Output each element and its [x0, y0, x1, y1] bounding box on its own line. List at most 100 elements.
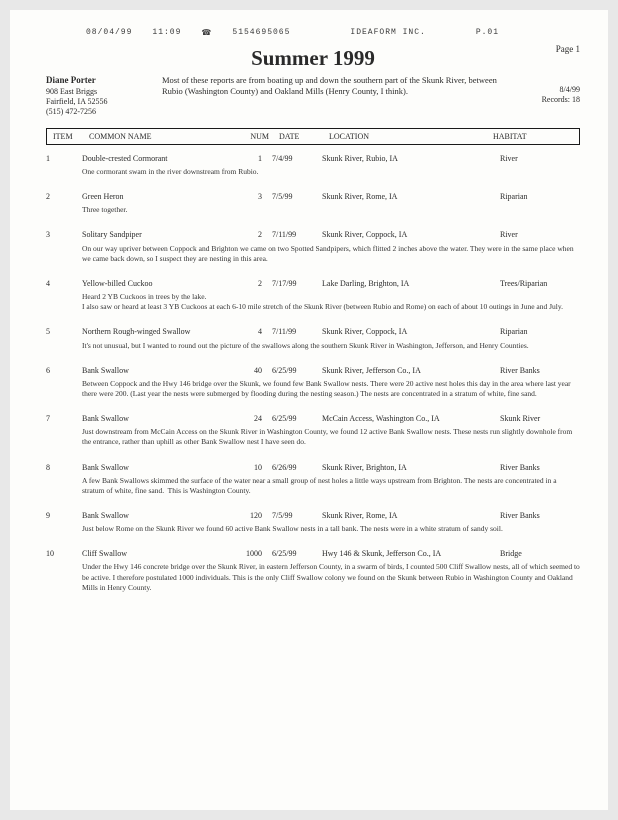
table-header: ITEM COMMON NAME NUM DATE LOCATION HABIT… — [46, 128, 580, 145]
cell-hab: River Banks — [500, 510, 580, 521]
document-page: 08/04/99 11:09 ☎ 5154695065 IDEAFORM INC… — [10, 10, 608, 810]
record-count: Records: 18 — [510, 95, 580, 105]
cell-loc: Skunk River, Coppock, IA — [322, 229, 500, 240]
cell-num: 2 — [232, 278, 272, 289]
entry-notes: One cormorant swam in the river downstre… — [82, 167, 580, 177]
header-name: COMMON NAME — [89, 132, 239, 141]
cell-date: 6/25/99 — [272, 365, 322, 376]
entry-data-row: 7Bank Swallow246/25/99McCain Access, Was… — [46, 413, 580, 424]
entry-data-row: 3Solitary Sandpiper27/11/99Skunk River, … — [46, 229, 580, 240]
cell-date: 7/5/99 — [272, 191, 322, 202]
report-meta: 8/4/99 Records: 18 — [510, 75, 580, 118]
cell-date: 6/25/99 — [272, 548, 322, 559]
entry-data-row: 4Yellow-billed Cuckoo27/17/99Lake Darlin… — [46, 278, 580, 289]
author-phone: (515) 472-7256 — [46, 107, 156, 117]
cell-hab: Riparian — [500, 326, 580, 337]
entry-notes: A few Bank Swallows skimmed the surface … — [82, 476, 580, 496]
cell-hab: River — [500, 153, 580, 164]
entry-notes: Just below Rome on the Skunk River we fo… — [82, 524, 580, 534]
header-hab: HABITAT — [493, 132, 573, 141]
fax-date: 08/04/99 — [86, 28, 132, 38]
meta-row: Diane Porter 908 East Briggs Fairfield, … — [46, 75, 580, 118]
fax-company: IDEAFORM INC. — [350, 28, 425, 38]
cell-num: 2 — [232, 229, 272, 240]
table-row: 10Cliff Swallow10006/25/99Hwy 146 & Skun… — [46, 548, 580, 593]
entry-data-row: 1Double-crested Cormorant17/4/99Skunk Ri… — [46, 153, 580, 164]
cell-loc: Skunk River, Brighton, IA — [322, 462, 500, 473]
report-title: Summer 1999 — [46, 46, 580, 71]
cell-item: 10 — [46, 548, 82, 559]
header-num: NUM — [239, 132, 279, 141]
cell-num: 40 — [232, 365, 272, 376]
cell-hab: Riparian — [500, 191, 580, 202]
table-row: 7Bank Swallow246/25/99McCain Access, Was… — [46, 413, 580, 447]
entry-data-row: 5Northern Rough-winged Swallow47/11/99Sk… — [46, 326, 580, 337]
table-row: 2Green Heron37/5/99Skunk River, Rome, IA… — [46, 191, 580, 215]
cell-date: 6/25/99 — [272, 413, 322, 424]
cell-name: Northern Rough-winged Swallow — [82, 326, 232, 337]
header-item: ITEM — [53, 132, 89, 141]
cell-loc: Skunk River, Coppock, IA — [322, 326, 500, 337]
cell-name: Cliff Swallow — [82, 548, 232, 559]
header-loc: LOCATION — [329, 132, 493, 141]
cell-name: Green Heron — [82, 191, 232, 202]
header-date: DATE — [279, 132, 329, 141]
cell-item: 7 — [46, 413, 82, 424]
entry-data-row: 10Cliff Swallow10006/25/99Hwy 146 & Skun… — [46, 548, 580, 559]
table-row: 6Bank Swallow406/25/99Skunk River, Jeffe… — [46, 365, 580, 399]
cell-hab: River Banks — [500, 365, 580, 376]
entry-data-row: 9Bank Swallow1207/5/99Skunk River, Rome,… — [46, 510, 580, 521]
author-block: Diane Porter 908 East Briggs Fairfield, … — [46, 75, 156, 118]
cell-hab: River — [500, 229, 580, 240]
table-row: 1Double-crested Cormorant17/4/99Skunk Ri… — [46, 153, 580, 177]
report-description: Most of these reports are from boating u… — [156, 75, 510, 118]
entries-list: 1Double-crested Cormorant17/4/99Skunk Ri… — [46, 153, 580, 593]
cell-num: 4 — [232, 326, 272, 337]
cell-name: Yellow-billed Cuckoo — [82, 278, 232, 289]
cell-num: 3 — [232, 191, 272, 202]
entry-notes: It's not unusual, but I wanted to round … — [82, 341, 580, 351]
cell-name: Bank Swallow — [82, 413, 232, 424]
cell-loc: Hwy 146 & Skunk, Jefferson Co., IA — [322, 548, 500, 559]
cell-loc: McCain Access, Washington Co., IA — [322, 413, 500, 424]
cell-loc: Skunk River, Rome, IA — [322, 191, 500, 202]
fax-header: 08/04/99 11:09 ☎ 5154695065 IDEAFORM INC… — [86, 28, 580, 38]
table-row: 9Bank Swallow1207/5/99Skunk River, Rome,… — [46, 510, 580, 534]
cell-num: 24 — [232, 413, 272, 424]
report-date: 8/4/99 — [510, 85, 580, 95]
table-row: 5Northern Rough-winged Swallow47/11/99Sk… — [46, 326, 580, 350]
cell-num: 10 — [232, 462, 272, 473]
cell-name: Bank Swallow — [82, 365, 232, 376]
entry-notes: Three together. — [82, 205, 580, 215]
cell-date: 7/11/99 — [272, 229, 322, 240]
entry-data-row: 6Bank Swallow406/25/99Skunk River, Jeffe… — [46, 365, 580, 376]
fax-page: P.01 — [476, 28, 499, 38]
table-row: 4Yellow-billed Cuckoo27/17/99Lake Darlin… — [46, 278, 580, 312]
fax-phone: 5154695065 — [232, 28, 290, 38]
cell-date: 7/4/99 — [272, 153, 322, 164]
entry-notes: Heard 2 YB Cuckoos in trees by the lake.… — [82, 292, 580, 312]
cell-item: 2 — [46, 191, 82, 202]
entry-notes: On our way upriver between Coppock and B… — [82, 244, 580, 264]
cell-item: 6 — [46, 365, 82, 376]
cell-hab: Skunk River — [500, 413, 580, 424]
cell-date: 6/26/99 — [272, 462, 322, 473]
entry-notes: Under the Hwy 146 concrete bridge over t… — [82, 562, 580, 592]
author-addr2: Fairfield, IA 52556 — [46, 97, 156, 107]
cell-item: 8 — [46, 462, 82, 473]
cell-item: 1 — [46, 153, 82, 164]
cell-hab: Bridge — [500, 548, 580, 559]
table-row: 3Solitary Sandpiper27/11/99Skunk River, … — [46, 229, 580, 263]
cell-loc: Lake Darling, Brighton, IA — [322, 278, 500, 289]
cell-hab: Trees/Riparian — [500, 278, 580, 289]
cell-loc: Skunk River, Rome, IA — [322, 510, 500, 521]
cell-date: 7/17/99 — [272, 278, 322, 289]
cell-num: 120 — [232, 510, 272, 521]
cell-item: 5 — [46, 326, 82, 337]
cell-item: 9 — [46, 510, 82, 521]
entry-notes: Just downstream from McCain Access on th… — [82, 427, 580, 447]
entry-data-row: 8Bank Swallow106/26/99Skunk River, Brigh… — [46, 462, 580, 473]
cell-item: 4 — [46, 278, 82, 289]
cell-name: Double-crested Cormorant — [82, 153, 232, 164]
table-row: 8Bank Swallow106/26/99Skunk River, Brigh… — [46, 462, 580, 496]
